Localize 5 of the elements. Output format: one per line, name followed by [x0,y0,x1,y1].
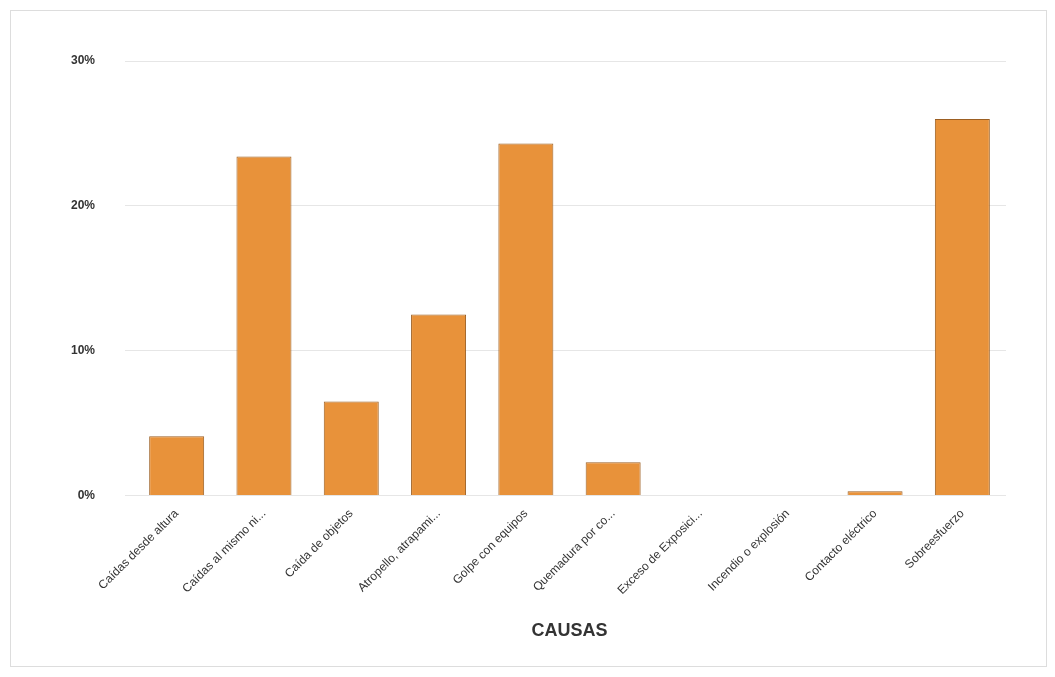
y-tick-label: 0% [77,487,96,502]
y-tick-label: 10% [70,343,96,358]
x-axis-title: CAUSAS [531,620,608,641]
y-tick-label: 20% [70,198,96,213]
y-tick-label: 30% [70,53,96,68]
